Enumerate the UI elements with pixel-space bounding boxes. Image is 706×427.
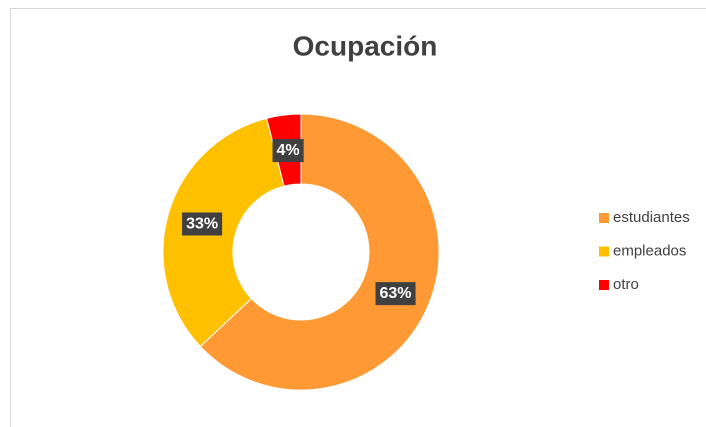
donut-slice	[162, 117, 285, 348]
data-label-box	[375, 282, 416, 306]
legend-swatch	[599, 213, 609, 223]
legend-swatch	[599, 280, 609, 290]
data-label-box	[272, 139, 304, 163]
donut-slice	[199, 113, 440, 391]
data-label: 63%	[380, 285, 412, 302]
legend-label: empleados	[613, 242, 686, 259]
chart-title: Ocupación	[293, 30, 438, 61]
legend-label: estudiantes	[613, 209, 690, 226]
legend-swatch	[599, 246, 609, 257]
data-label: 33%	[186, 215, 218, 232]
data-label-box	[182, 212, 223, 236]
legend-label: otro	[613, 276, 639, 293]
data-label: 4%	[277, 142, 300, 159]
